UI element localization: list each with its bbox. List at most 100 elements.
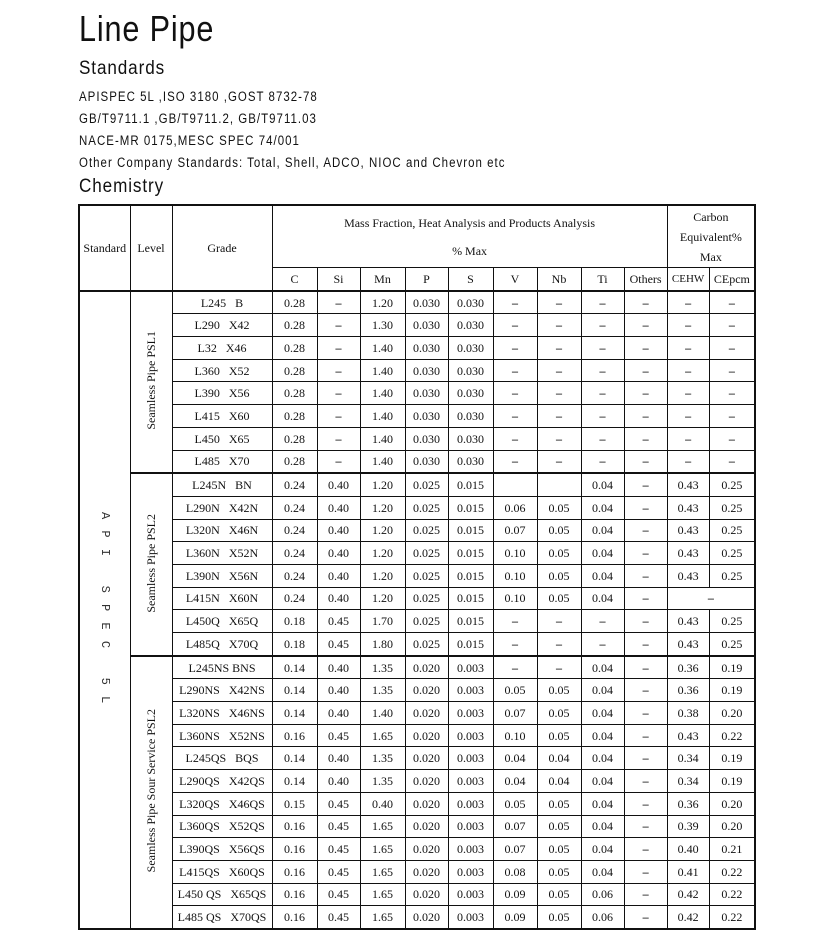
- value-cell: –: [536, 313, 582, 338]
- table-row: Seamless Pipe PSL2 L245N BN 0.24 0.40 1.20 0.…: [79, 472, 756, 657]
- value-cell: 1.80: [359, 631, 406, 657]
- value-cell: 1.30: [359, 313, 406, 338]
- value-cell: 0.24: [271, 586, 318, 611]
- table-row: L485 X70 0.28–1.40 0.030 0.030– – – – – –: [79, 449, 756, 474]
- value-cell: –: [623, 472, 668, 497]
- value-cell: 1.35: [359, 746, 406, 771]
- value-cell: –: [536, 336, 582, 360]
- value-cell: 0.10: [492, 541, 538, 565]
- value-cell: 0.030: [404, 313, 449, 338]
- table-row: L290QS X42QS 0.14 0.40 1.35 0.020 0.003 0.04 0.…: [79, 769, 756, 793]
- grade-cell: L245QS BQS: [171, 746, 273, 771]
- value-cell: 0.020: [404, 654, 449, 680]
- value-cell: 0.14: [271, 746, 318, 771]
- value-cell: 0.020: [404, 882, 449, 907]
- header-standard: Standard: [78, 204, 131, 292]
- standard-line: APISPEC 5L ,ISO 3180 ,GOST 8732-78: [79, 89, 318, 104]
- value-cell: –: [536, 289, 582, 315]
- chemistry-table: Standard Level Grade Mass Fraction, Heat…: [78, 204, 757, 930]
- value-cell: 0.28: [271, 358, 318, 383]
- value-cell: –: [316, 404, 361, 428]
- header-element: S: [447, 266, 494, 292]
- value-cell: 0.22: [708, 882, 756, 907]
- value-cell: 0.40: [666, 837, 710, 861]
- table-row: A P I S P E C 5 L Seamless Pipe PSL1 L245 …: [78, 289, 756, 930]
- value-cell: –: [623, 358, 668, 383]
- value-cell: 0.030: [447, 404, 494, 428]
- value-cell: –: [623, 654, 668, 680]
- table-row: L390N X56N 0.24 0.40 1.20 0.025 0.015 0.10 0.05…: [79, 563, 756, 588]
- value-cell: 0.003: [447, 769, 494, 793]
- table-row: L390QS X56QS 0.16 0.45 1.65 0.020 0.003 0.07 0.…: [79, 837, 756, 861]
- value-cell: 0.19: [708, 654, 756, 680]
- value-cell: 0.04: [580, 859, 625, 884]
- value-cell: 0.04: [580, 586, 625, 611]
- value-cell: 0.030: [447, 426, 494, 451]
- value-cell: –: [623, 905, 668, 930]
- value-cell: 0.09: [492, 882, 538, 907]
- header-element: CEpcm: [708, 266, 756, 292]
- grade-cell: L390N X56N: [171, 563, 273, 588]
- value-cell: 0.38: [666, 701, 710, 725]
- value-cell: –: [580, 631, 625, 657]
- table-row: L450Q X65Q 0.18 0.45 1.70 0.025 0.015– – – –0.43…: [79, 609, 756, 633]
- value-cell: 0.22: [708, 723, 756, 748]
- grade-cell: L290NS X42NS: [171, 678, 273, 703]
- value-cell: 1.20: [359, 541, 406, 565]
- value-cell: –: [536, 426, 582, 451]
- value-cell: 0.003: [447, 837, 494, 861]
- value-cell: –: [623, 791, 668, 816]
- value-cell: 0.19: [708, 678, 756, 703]
- value-cell: 0.020: [404, 905, 449, 930]
- value-cell: –: [536, 631, 582, 657]
- value-cell: 0.030: [404, 336, 449, 360]
- table-row: L415QS X60QS 0.16 0.45 1.65 0.020 0.003 0.08 0.…: [79, 859, 756, 884]
- value-cell: 0.06: [580, 905, 625, 930]
- value-cell: –: [708, 358, 756, 383]
- standard-line: Other Company Standards: Total, Shell, A…: [79, 155, 506, 170]
- value-cell: –: [623, 563, 668, 588]
- level-cell: Seamless Pipe PSL1: [129, 289, 173, 474]
- value-cell: 0.015: [447, 495, 494, 520]
- value-cell: 1.40: [359, 404, 406, 428]
- value-cell: –: [623, 404, 668, 428]
- value-cell: 0.24: [271, 563, 318, 588]
- grade-cell: L320N X46N: [171, 518, 273, 543]
- value-cell: 0.43: [666, 631, 710, 657]
- value-cell: 0.20: [708, 814, 756, 839]
- value-cell: –: [492, 654, 538, 680]
- value-cell: 0.025: [404, 495, 449, 520]
- value-cell: 0.16: [271, 859, 318, 884]
- value-cell: 0.025: [404, 563, 449, 588]
- value-cell: 0.003: [447, 814, 494, 839]
- value-cell: 0.20: [708, 701, 756, 725]
- value-cell: 0.05: [492, 791, 538, 816]
- value-cell: 0.05: [536, 563, 582, 588]
- value-cell: 0.43: [666, 472, 710, 497]
- header-element: Nb: [536, 266, 582, 292]
- value-cell: 1.40: [359, 381, 406, 406]
- chemistry-heading: Chemistry: [79, 176, 165, 197]
- value-cell: –: [536, 609, 582, 633]
- value-cell: 1.65: [359, 723, 406, 748]
- value-cell: 0.025: [404, 472, 449, 497]
- table-row: L290 X42 0.28–1.30 0.030 0.030– – – – – –: [79, 313, 756, 338]
- value-cell: –: [580, 313, 625, 338]
- value-cell: 0.43: [666, 723, 710, 748]
- value-cell: –: [623, 859, 668, 884]
- table-row: L320QS X46QS 0.15 0.45 0.40 0.020 0.003 0.05 0.…: [79, 791, 756, 816]
- grade-cell: L360QS X52QS: [171, 814, 273, 839]
- value-cell: 0.25: [708, 631, 756, 657]
- value-cell: 0.003: [447, 905, 494, 930]
- standard-cell: A P I S P E C 5 L: [78, 289, 131, 930]
- value-cell: 0.04: [580, 541, 625, 565]
- value-cell: 0.04: [580, 723, 625, 748]
- value-cell: –: [623, 814, 668, 839]
- value-cell: 0.40: [316, 472, 361, 497]
- value-cell: 0.025: [404, 541, 449, 565]
- value-cell: 0.025: [404, 609, 449, 633]
- value-cell: 0.030: [447, 358, 494, 383]
- value-cell: 0.45: [316, 631, 361, 657]
- value-cell: –: [623, 631, 668, 657]
- header-element: Others: [623, 266, 668, 292]
